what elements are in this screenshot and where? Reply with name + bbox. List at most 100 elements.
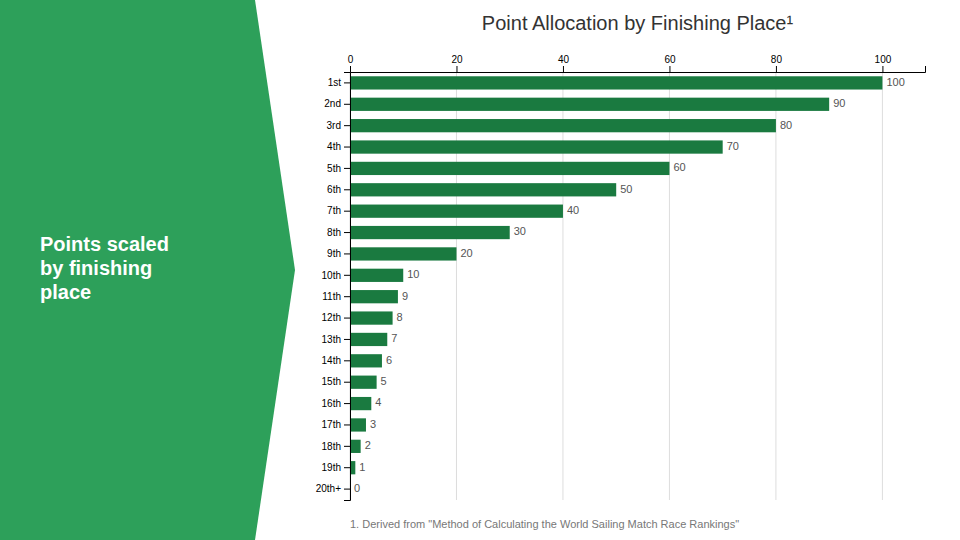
y-tick: 5th — [327, 163, 350, 174]
data-label: 100 — [886, 76, 904, 88]
tick-mark — [882, 66, 883, 72]
bars — [350, 76, 882, 474]
tick-mark — [344, 360, 350, 361]
x-tick: 80 — [771, 54, 783, 72]
tick-label: 100 — [875, 54, 892, 65]
tick-label: 1st — [328, 77, 342, 88]
bar — [350, 290, 398, 303]
tick-label: 5th — [327, 163, 341, 174]
tick-label: 2nd — [324, 98, 341, 109]
x-tick: 20 — [451, 54, 463, 72]
data-label: 5 — [381, 375, 387, 387]
tick-label: 15th — [322, 376, 341, 387]
side-label-line: by finishing — [40, 257, 152, 279]
x-tick: 60 — [664, 54, 676, 72]
tick-mark — [344, 147, 350, 148]
tick-mark — [344, 339, 350, 340]
title: Point Allocation by Finishing Place¹ — [482, 12, 794, 34]
data-label: 70 — [727, 140, 739, 152]
tick-label: 16th — [322, 398, 341, 409]
tick-label: 8th — [327, 227, 341, 238]
tick-label: 12th — [322, 312, 341, 323]
tick-label: 18th — [322, 441, 341, 452]
grid-line — [669, 72, 670, 500]
tick-mark — [344, 403, 350, 404]
y-tick: 7th — [327, 205, 350, 216]
y-tick: 16th — [322, 398, 350, 409]
data-label: 4 — [375, 396, 381, 408]
data-label: 40 — [567, 204, 579, 216]
data-label: 80 — [780, 119, 792, 131]
data-label: 90 — [833, 97, 845, 109]
data-label: 10 — [407, 268, 419, 280]
tick-mark — [344, 467, 350, 468]
bar — [350, 247, 456, 260]
tick-mark — [344, 104, 350, 105]
data-label: 9 — [402, 290, 408, 302]
y-tick: 14th — [322, 355, 350, 366]
tick-label: 17th — [322, 419, 341, 430]
footnote: 1. Derived from "Method of Calculating t… — [350, 518, 739, 530]
bar — [350, 418, 366, 431]
y-tick: 6th — [327, 184, 350, 195]
tick-mark — [456, 66, 457, 72]
chart: Points scaledby finishingplace1009080706… — [0, 0, 960, 540]
bar — [350, 333, 387, 346]
bar — [350, 162, 669, 175]
data-label: 2 — [365, 439, 371, 451]
bar — [350, 376, 377, 389]
tick-label: 6th — [327, 184, 341, 195]
y-tick: 13th — [322, 334, 350, 345]
tick-label: 13th — [322, 334, 341, 345]
y-tick: 15th — [322, 376, 350, 387]
bar — [350, 354, 382, 367]
tick-mark — [776, 66, 777, 72]
bar — [350, 76, 882, 89]
tick-mark — [344, 296, 350, 297]
y-axis: 1st 2nd 3rd 4th 5th 6th 7th 8th 9th 10th 11th 12th 1… — [316, 73, 351, 501]
grid-line — [882, 72, 883, 500]
bar — [350, 119, 776, 132]
data-label: 30 — [514, 225, 526, 237]
tick-label: 11th — [322, 291, 341, 302]
x-tick: 0 — [348, 54, 354, 72]
bar — [350, 440, 361, 453]
tick-mark — [350, 66, 351, 72]
side-panel — [0, 0, 295, 540]
y-tick: 9th — [327, 248, 350, 259]
tick-label: 4th — [327, 141, 341, 152]
data-label: 1 — [359, 461, 365, 473]
tick-mark — [669, 66, 670, 72]
y-tick: 19th — [322, 462, 350, 473]
y-tick: 4th — [327, 141, 350, 152]
tick-mark — [344, 424, 350, 425]
bar — [350, 205, 563, 218]
bar — [350, 311, 393, 324]
grid-line — [456, 72, 457, 500]
grid-line — [775, 72, 776, 500]
side-label-line: Points scaled — [40, 233, 169, 255]
y-tick: 2nd — [324, 98, 350, 109]
tick-mark — [344, 275, 350, 276]
tick-mark — [344, 318, 350, 319]
bar — [350, 226, 510, 239]
tick-label: 9th — [327, 248, 341, 259]
tick-label: 3rd — [327, 120, 341, 131]
tick-label: 10th — [322, 270, 341, 281]
y-tick: 17th — [322, 419, 350, 430]
tick-label: 20 — [451, 54, 463, 65]
tick-mark — [344, 189, 350, 190]
y-tick: 11th — [322, 291, 350, 302]
y-tick: 1st — [328, 77, 350, 88]
data-label: 8 — [397, 311, 403, 323]
tick-mark — [344, 168, 350, 169]
bar — [350, 98, 829, 111]
y-tick: 3rd — [327, 120, 350, 131]
tick-mark — [344, 211, 350, 212]
axis-domain — [344, 73, 351, 501]
axis-domain — [351, 66, 926, 73]
data-label: 7 — [391, 332, 397, 344]
grid-line — [562, 72, 563, 500]
y-tick: 10th — [322, 270, 350, 281]
x-tick: 100 — [875, 54, 892, 72]
